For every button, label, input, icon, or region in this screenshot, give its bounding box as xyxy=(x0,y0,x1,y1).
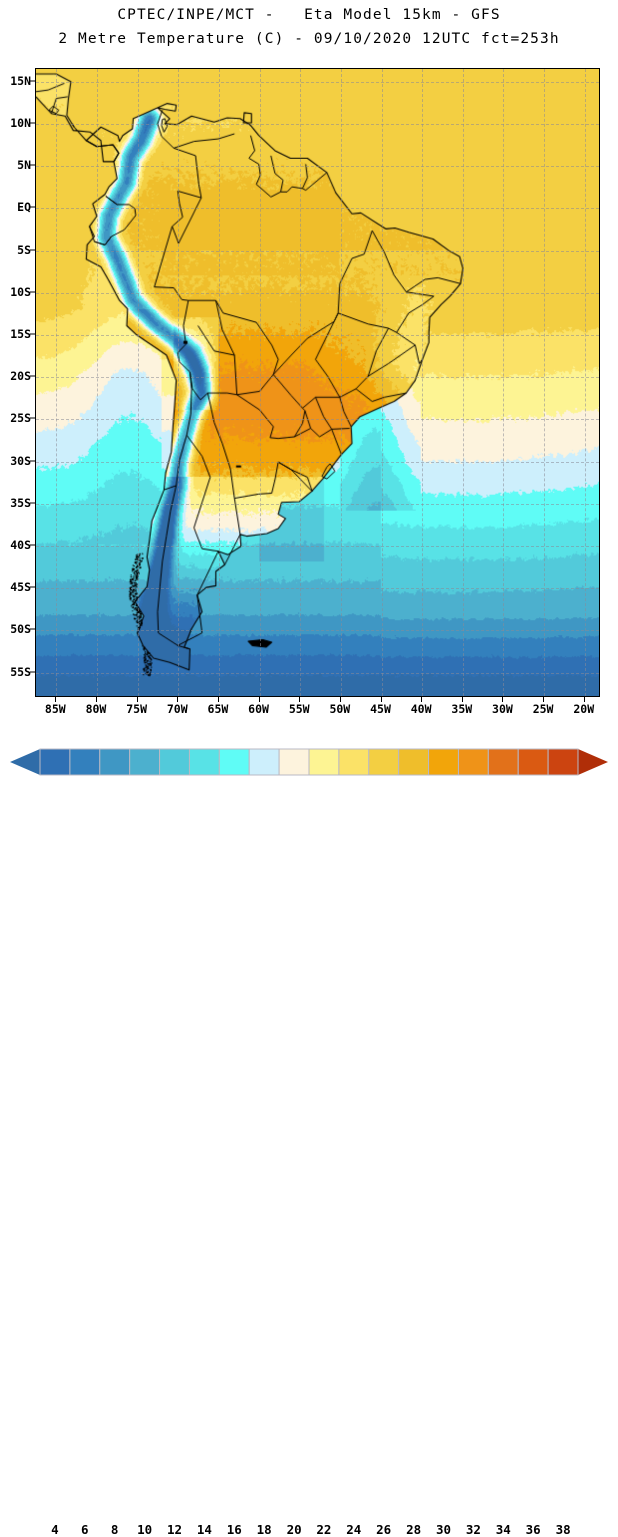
lon-tick xyxy=(55,697,57,702)
lat-axis-label: 5S xyxy=(17,242,31,257)
lon-axis-label: 45W xyxy=(370,702,391,716)
lon-tick xyxy=(461,697,463,702)
lon-tick xyxy=(217,697,219,702)
colorbar-cell xyxy=(517,748,549,776)
colorbar-cell xyxy=(278,748,310,776)
lon-tick xyxy=(421,697,423,702)
lat-axis-label: EQ xyxy=(17,200,31,215)
colorbar-tick-label: 38 xyxy=(555,1522,571,1537)
colorbar-cell xyxy=(99,748,131,776)
colorbar-cell xyxy=(188,748,220,776)
temperature-field-canvas xyxy=(36,69,599,696)
colorbar-tick-label: 24 xyxy=(346,1522,362,1537)
colorbar-tick-label: 34 xyxy=(495,1522,511,1537)
colorbar-cell xyxy=(39,748,71,776)
lon-tick xyxy=(543,697,545,702)
lon-tick xyxy=(380,697,382,702)
colorbar-cell xyxy=(398,748,430,776)
chart-title-block: CPTEC/INPE/MCT - Eta Model 15km - GFS 2 … xyxy=(0,0,618,47)
colorbar-below-min-arrow xyxy=(10,749,40,775)
lat-axis-label: 55S xyxy=(10,664,31,679)
lon-tick xyxy=(95,697,97,702)
lon-tick xyxy=(583,697,585,702)
lon-tick xyxy=(258,697,260,702)
colorbar-cell xyxy=(218,748,250,776)
colorbar-tick-label: 28 xyxy=(406,1522,422,1537)
colorbar-tick-label: 4 xyxy=(51,1522,59,1537)
colorbar-tick-label: 36 xyxy=(525,1522,541,1537)
colorbar-cell xyxy=(129,748,161,776)
temperature-map-plot xyxy=(35,68,600,697)
colorbar-tick-label: 18 xyxy=(256,1522,272,1537)
lon-axis-label: 20W xyxy=(573,702,595,716)
lon-axis-label: 80W xyxy=(85,702,107,716)
lat-axis-label: 25S xyxy=(10,411,31,426)
lat-axis-label: 20S xyxy=(10,369,31,384)
colorbar-cell xyxy=(338,748,370,776)
lon-axis-label: 40W xyxy=(410,702,432,716)
lon-axis-label: 75W xyxy=(126,702,147,716)
colorbar-cell xyxy=(69,748,101,776)
colorbar-cell xyxy=(308,748,340,776)
lon-axis-label: 35W xyxy=(451,702,473,716)
title-line-secondary: 2 Metre Temperature (C) - 09/10/2020 12U… xyxy=(58,31,560,47)
lat-axis-label: 15N xyxy=(10,73,31,88)
lat-axis-label: 50S xyxy=(10,622,31,637)
lat-axis-label: 10N xyxy=(10,115,31,130)
colorbar-cell xyxy=(159,748,190,776)
colorbar-tick-label: 32 xyxy=(465,1522,481,1537)
lon-tick xyxy=(502,697,504,702)
lon-axis-label: 85W xyxy=(44,702,66,716)
title-line-primary: CPTEC/INPE/MCT - Eta Model 15km - GFS xyxy=(117,7,501,23)
lon-axis-label: 50W xyxy=(329,702,351,716)
lon-tick xyxy=(339,697,341,702)
lon-axis-label: 70W xyxy=(166,702,188,716)
colorbar-cell xyxy=(428,748,459,776)
colorbar-tick-label: 16 xyxy=(226,1522,242,1537)
colorbar-cell xyxy=(547,748,579,776)
lon-axis-label: 60W xyxy=(248,702,269,716)
lon-axis-label: 25W xyxy=(532,702,554,716)
lat-axis-label: 10S xyxy=(10,284,31,299)
lat-axis-label: 45S xyxy=(10,580,31,595)
lon-tick xyxy=(177,697,179,702)
colorbar-tick-label: 8 xyxy=(110,1522,119,1537)
lat-axis-label: 5N xyxy=(17,158,31,173)
colorbar-cell xyxy=(368,748,400,776)
colorbar-above-max-arrow xyxy=(578,749,608,775)
colorbar-tick-label: 10 xyxy=(137,1522,153,1537)
colorbar-tick-label: 20 xyxy=(286,1522,302,1537)
lon-axis-label: 65W xyxy=(207,702,229,716)
lon-tick xyxy=(299,697,301,702)
lat-axis-label: 15S xyxy=(10,326,31,341)
colorbar-tick-label: 22 xyxy=(316,1522,332,1537)
lat-axis-label: 40S xyxy=(10,538,31,553)
colorbar-tick-label: 6 xyxy=(81,1522,89,1537)
colorbar-swatches xyxy=(10,748,608,776)
colorbar-tick-label: 26 xyxy=(376,1522,392,1537)
colorbar-tick-label: 14 xyxy=(196,1522,212,1537)
lon-axis-label: 30W xyxy=(492,702,513,716)
lon-tick xyxy=(136,697,138,702)
colorbar-cell xyxy=(248,748,280,776)
colorbar-cell xyxy=(487,748,519,776)
colorbar-tick-label: 12 xyxy=(166,1522,183,1537)
colorbar-tick-label: 30 xyxy=(435,1522,452,1537)
colorbar-cell xyxy=(457,748,489,776)
lat-axis-label: 35S xyxy=(10,495,31,510)
lat-axis-label: 30S xyxy=(10,453,31,468)
lon-axis-label: 55W xyxy=(288,702,310,716)
temperature-colorbar: 4 6 8 10 12 14 16 18 20 22 24 26 28 30 32 34 36 38 xyxy=(0,745,618,1537)
